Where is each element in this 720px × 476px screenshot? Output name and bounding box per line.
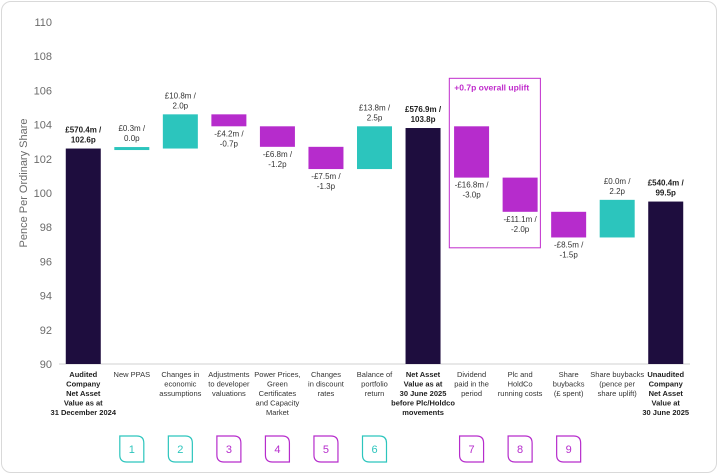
y-tick-label: 92 [40,325,52,337]
category-label: Share buybacks (£ spent) [553,370,585,398]
category-label: Unaudited Company Net Asset Value at 30 June… [642,370,689,417]
bar-data-label: £0.3m /0.0p [118,124,145,143]
y-tick-label: 96 [40,256,52,268]
step-marker-badge [458,435,485,463]
bar-decrease [454,126,490,178]
step-marker-badge [264,435,291,463]
bar-total [65,148,101,364]
step-marker-badge [556,435,582,463]
bar-decrease [551,211,587,238]
bar-increase [357,126,392,170]
y-tick-label: 98 [40,222,52,234]
y-tick-label: 94 [40,291,52,303]
y-tick-label: 102 [34,154,52,166]
y-tick-label: 104 [34,120,52,132]
step-marker-number: 3 [226,444,232,456]
bar-data-label: -£8.5m / -1.5p [554,240,584,259]
step-marker-badge [216,435,242,463]
step-marker-number: 2 [177,444,183,456]
overall-uplift-callout-text: +0.7p overall uplift [454,82,529,92]
category-label: Audited Company Net Asset Value as at 31 Dec… [51,370,117,417]
y-tick-label: 90 [40,359,52,371]
bar-increase [114,147,150,151]
category-label: Adjustments to developer valuations [208,370,250,398]
step-marker: 1 [119,435,145,463]
bar-data-label: £540.4m /99.5p [648,179,685,198]
category-label: New PPAS [114,370,151,379]
step-marker-badge [313,435,339,463]
category-label: Balance of portfolio return [357,370,393,398]
step-marker-badge [167,435,193,463]
bar-data-label: -£16.8m / -3.0p [455,181,490,200]
bar-decrease [211,114,247,127]
step-marker-badge [119,435,145,463]
step-marker-number: 6 [371,444,377,456]
step-marker-number: 1 [129,444,135,456]
y-tick-label: 100 [34,188,52,200]
step-marker: 9 [556,435,582,463]
category-label: Net Asset Value as at 30 June 2025 before P… [391,370,455,417]
y-tick-label: 110 [34,17,52,29]
category-label: Changes in economic assumptions [159,370,201,398]
step-marker: 6 [361,435,388,463]
bar-data-label: -£11.1m / -2.0p [504,215,538,234]
bar-decrease [502,177,538,212]
step-marker-badge [361,435,388,463]
y-tick-label: 108 [34,51,52,63]
step-marker-number: 7 [469,444,475,456]
step-marker: 4 [264,435,291,463]
category-label: Power Prices, Green Certificates and Capaci… [254,370,300,417]
bar-data-label: £576.9m /103.8p [405,105,442,124]
bar-data-label: -£7.5m / -1.3p [311,172,341,191]
step-marker: 2 [167,435,193,463]
bar-data-label: -£6.8m / -1.2p [263,150,293,169]
bar-data-label: £570.4m /102.6p [65,126,102,145]
bar-data-label: £0.0m /2.2p [604,177,631,196]
step-marker: 3 [216,435,242,463]
bar-total [648,201,684,364]
bar-data-label: £13.8m /2.5p [359,103,391,122]
bar-increase [162,114,198,149]
bar-data-label: £10.8m /2.0p [165,91,197,110]
y-tick-label: 106 [34,85,52,97]
step-marker-number: 4 [274,444,280,456]
step-marker: 5 [313,435,339,463]
step-marker: 8 [507,435,533,463]
category-label: Changes in discount rates [308,370,345,398]
category-label: Share buybacks (pence per share uplift) [590,370,644,398]
bar-decrease [308,146,344,170]
bar-increase [599,199,635,238]
bar-total [405,128,441,364]
step-marker: 7 [458,435,485,463]
overall-uplift-callout-box [448,77,541,249]
step-marker-number: 8 [517,444,523,456]
category-label: Plc and HoldCo running costs [498,370,543,398]
step-marker-badge [507,435,533,463]
bar-data-label: -£4.2m / -0.7p [214,129,244,148]
step-marker-number: 5 [323,444,329,456]
step-marker-number: 9 [566,444,572,456]
category-label: Dividend paid in the period [454,370,489,398]
y-axis-label: Pence Per Ordinary Share [18,118,30,247]
bar-decrease [259,126,295,147]
